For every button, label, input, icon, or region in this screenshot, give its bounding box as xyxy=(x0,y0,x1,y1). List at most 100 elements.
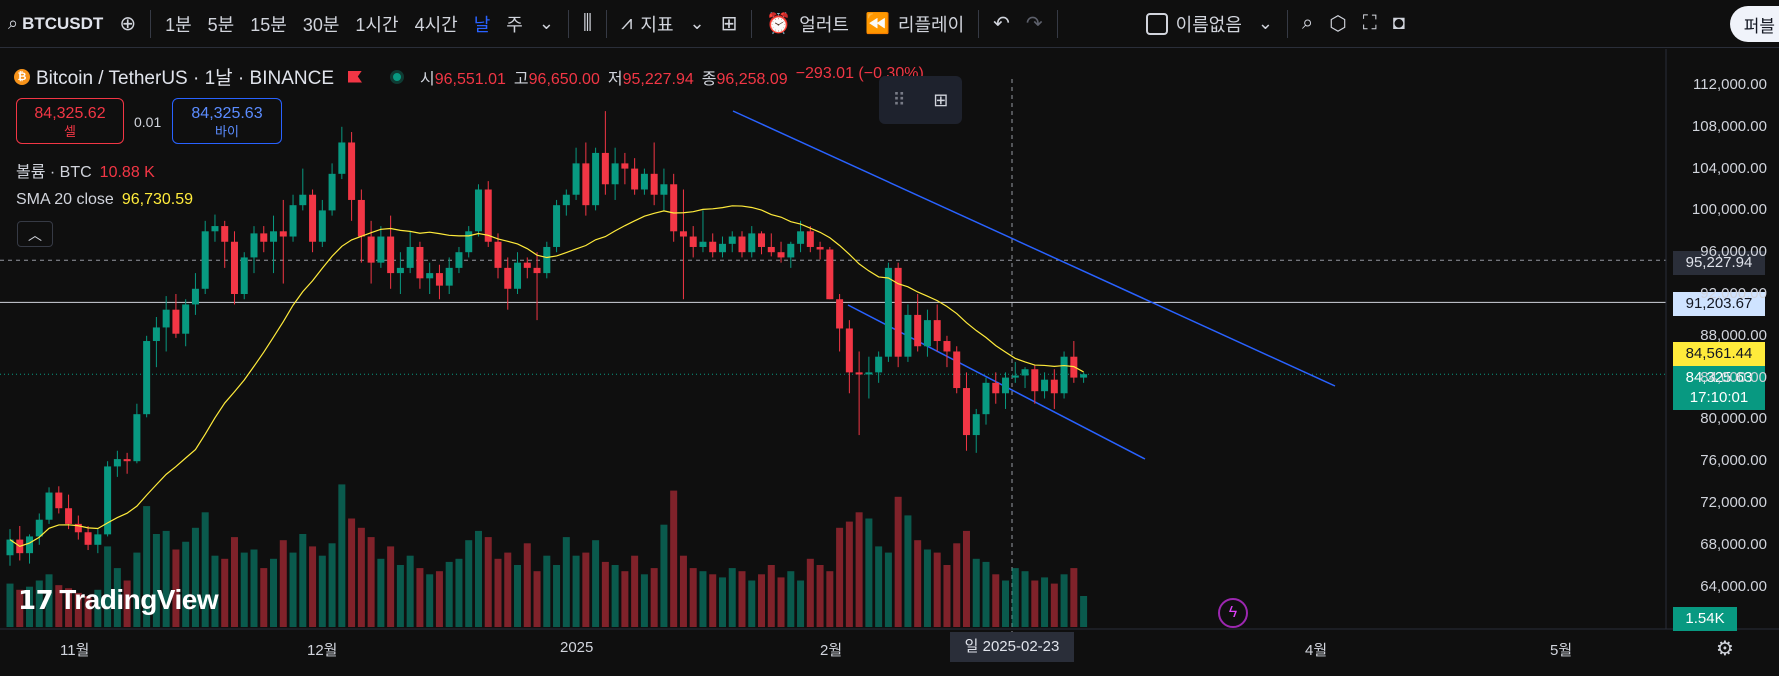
volume-bar xyxy=(1080,596,1088,627)
chevron-down-icon: ⌄ xyxy=(689,13,705,33)
candle-body xyxy=(758,233,766,247)
undo-icon: ↶ xyxy=(993,13,1010,35)
candle-body xyxy=(113,459,121,467)
sma-label: SMA 20 close xyxy=(16,191,114,208)
volume-bar xyxy=(836,527,844,627)
buy-button[interactable]: 84,325.63 바이 xyxy=(172,98,282,144)
candle-body xyxy=(357,199,365,237)
drag-handle-icon[interactable]: ⠿ xyxy=(892,89,906,110)
interval-5m[interactable]: 5분 xyxy=(207,14,235,35)
templates-button[interactable]: ⊞ xyxy=(713,0,746,48)
candle-body xyxy=(279,231,287,237)
interval-30m[interactable]: 30분 xyxy=(302,14,340,35)
publish-button[interactable]: 퍼블 xyxy=(1729,6,1779,42)
volume-bar xyxy=(992,574,1000,627)
candle-body xyxy=(445,267,453,286)
low-value: 95,227.94 xyxy=(622,70,694,88)
volume-bar xyxy=(35,580,43,627)
volume-bar xyxy=(221,558,229,627)
collapse-legend-button[interactable]: ︿ xyxy=(17,221,53,247)
volume-bar xyxy=(152,534,160,627)
market-status-icon[interactable] xyxy=(390,69,404,84)
candle-body xyxy=(777,252,785,258)
low-label: 저 xyxy=(607,70,623,88)
chart-type-button[interactable]: ⫼ xyxy=(575,0,600,48)
candle-body xyxy=(338,142,346,174)
interval-1m[interactable]: 1분 xyxy=(165,14,192,35)
candle-body xyxy=(387,236,395,274)
tradingview-logo[interactable]: 𝟭𝟳 TradingView xyxy=(18,584,219,616)
interval-1w[interactable]: 주 xyxy=(506,14,523,35)
price-axis-label: 88,000.00 xyxy=(1700,326,1767,344)
settings-button[interactable]: ⬡ xyxy=(1321,0,1354,48)
sell-button[interactable]: 84,325.62 셀 xyxy=(16,98,124,144)
interval-1d[interactable]: 날 xyxy=(473,14,491,35)
candle-body xyxy=(416,246,424,279)
volume-bar xyxy=(699,571,707,627)
candle-body xyxy=(533,267,541,274)
axis-settings-icon[interactable]: ⚙ xyxy=(1716,638,1734,660)
symbol-name: BTCUSDT xyxy=(22,13,104,33)
volume-bar xyxy=(797,580,805,627)
price-chart[interactable] xyxy=(0,49,1779,676)
flag-icon[interactable] xyxy=(348,70,362,83)
candle-body xyxy=(699,241,707,247)
volume-bar xyxy=(543,555,551,627)
volume-bar xyxy=(875,546,883,627)
snapshot-button[interactable]: ◘ xyxy=(1385,0,1413,48)
chart-area[interactable] xyxy=(0,49,1779,676)
volume-bar xyxy=(826,571,834,627)
volume-bar xyxy=(201,512,209,627)
volume-bar xyxy=(270,558,278,627)
candles-icon: ⫼ xyxy=(582,12,593,34)
compare-button[interactable]: ⊕ xyxy=(111,0,144,48)
symbol-search[interactable]: ⌕ BTCUSDT xyxy=(0,0,111,48)
interval-15m[interactable]: 15분 xyxy=(250,14,287,35)
interval-4h[interactable]: 4시간 xyxy=(414,14,458,35)
volume-bar xyxy=(514,565,522,627)
interval-1h[interactable]: 1시간 xyxy=(355,14,399,35)
candle-body xyxy=(367,236,375,263)
replay-button[interactable]: ⏪ 리플레이 xyxy=(857,0,972,48)
quick-search-button[interactable]: ⌕ xyxy=(1294,0,1321,48)
volume-legend[interactable]: 볼륨 · BTC 10.88 K xyxy=(16,158,155,182)
fullscreen-button[interactable]: ⛶ xyxy=(1355,0,1385,48)
candle-body xyxy=(992,382,1000,394)
volume-bar xyxy=(914,540,922,627)
candle-body xyxy=(191,288,199,305)
volume-bar xyxy=(289,552,297,627)
volume-bar xyxy=(182,541,190,627)
redo-button[interactable]: ↷ xyxy=(1018,0,1051,48)
buy-price: 84,325.63 xyxy=(191,105,263,122)
indicators-button[interactable]: ⩘ 지표 xyxy=(613,0,681,48)
buy-label: 바이 xyxy=(215,124,239,139)
candle-body xyxy=(982,382,990,415)
sma-legend[interactable]: SMA 20 close 96,730.59 xyxy=(16,191,193,209)
volume-bar xyxy=(845,521,853,627)
layout-dropdown[interactable]: ⌄ xyxy=(1250,0,1281,48)
volume-bar xyxy=(484,537,492,627)
symbol-title[interactable]: Bitcoin / TetherUS · 1날 · BINANCE xyxy=(36,68,334,89)
add-object-icon[interactable]: ⊞ xyxy=(933,89,949,110)
candle-body xyxy=(1080,374,1088,378)
interval-dropdown[interactable]: ⌄ xyxy=(531,0,562,48)
volume-bar xyxy=(104,546,112,627)
layout-name-button[interactable]: 이름없음 xyxy=(1138,0,1250,48)
undo-button[interactable]: ↶ xyxy=(985,0,1018,48)
layout-square-icon xyxy=(1145,12,1168,35)
lightning-icon[interactable]: ϟ xyxy=(1218,598,1248,628)
volume-bar xyxy=(230,537,238,627)
trendline-lower xyxy=(847,304,1146,460)
candle-body xyxy=(299,194,307,206)
candle-body xyxy=(787,243,795,258)
candle-body xyxy=(406,246,414,268)
candle-body xyxy=(884,267,892,357)
time-label-feb: 2월 xyxy=(820,642,843,659)
candle-body xyxy=(562,194,570,206)
indicators-dropdown[interactable]: ⌄ xyxy=(682,0,713,48)
candle-body xyxy=(133,414,141,462)
price-axis-label: 92,000.00 xyxy=(1700,285,1767,302)
sma20-line xyxy=(9,205,1084,548)
candle-body xyxy=(640,173,648,190)
alert-button[interactable]: ⏰ 얼러트 xyxy=(758,0,857,48)
